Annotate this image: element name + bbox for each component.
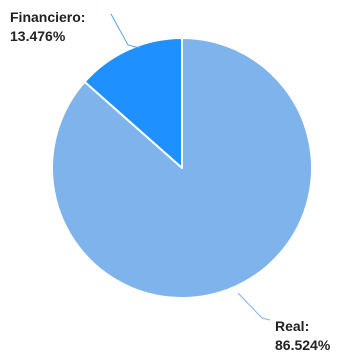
leader-lines xyxy=(110,13,271,321)
leader-line-financiero xyxy=(110,13,141,49)
slice-labels: Real: 86.524% Financiero: 13.476% xyxy=(10,9,331,353)
pie-slice-real xyxy=(51,37,313,299)
pie-slices xyxy=(51,37,313,299)
slice-value-label-real: 86.524% xyxy=(275,337,331,353)
slice-label-real: Real: xyxy=(275,318,309,334)
leader-line-real xyxy=(237,292,271,321)
slice-label-financiero: Financiero: xyxy=(10,9,85,25)
pie-slice-financiero xyxy=(83,37,183,169)
slice-value-label-financiero: 13.476% xyxy=(10,28,66,44)
